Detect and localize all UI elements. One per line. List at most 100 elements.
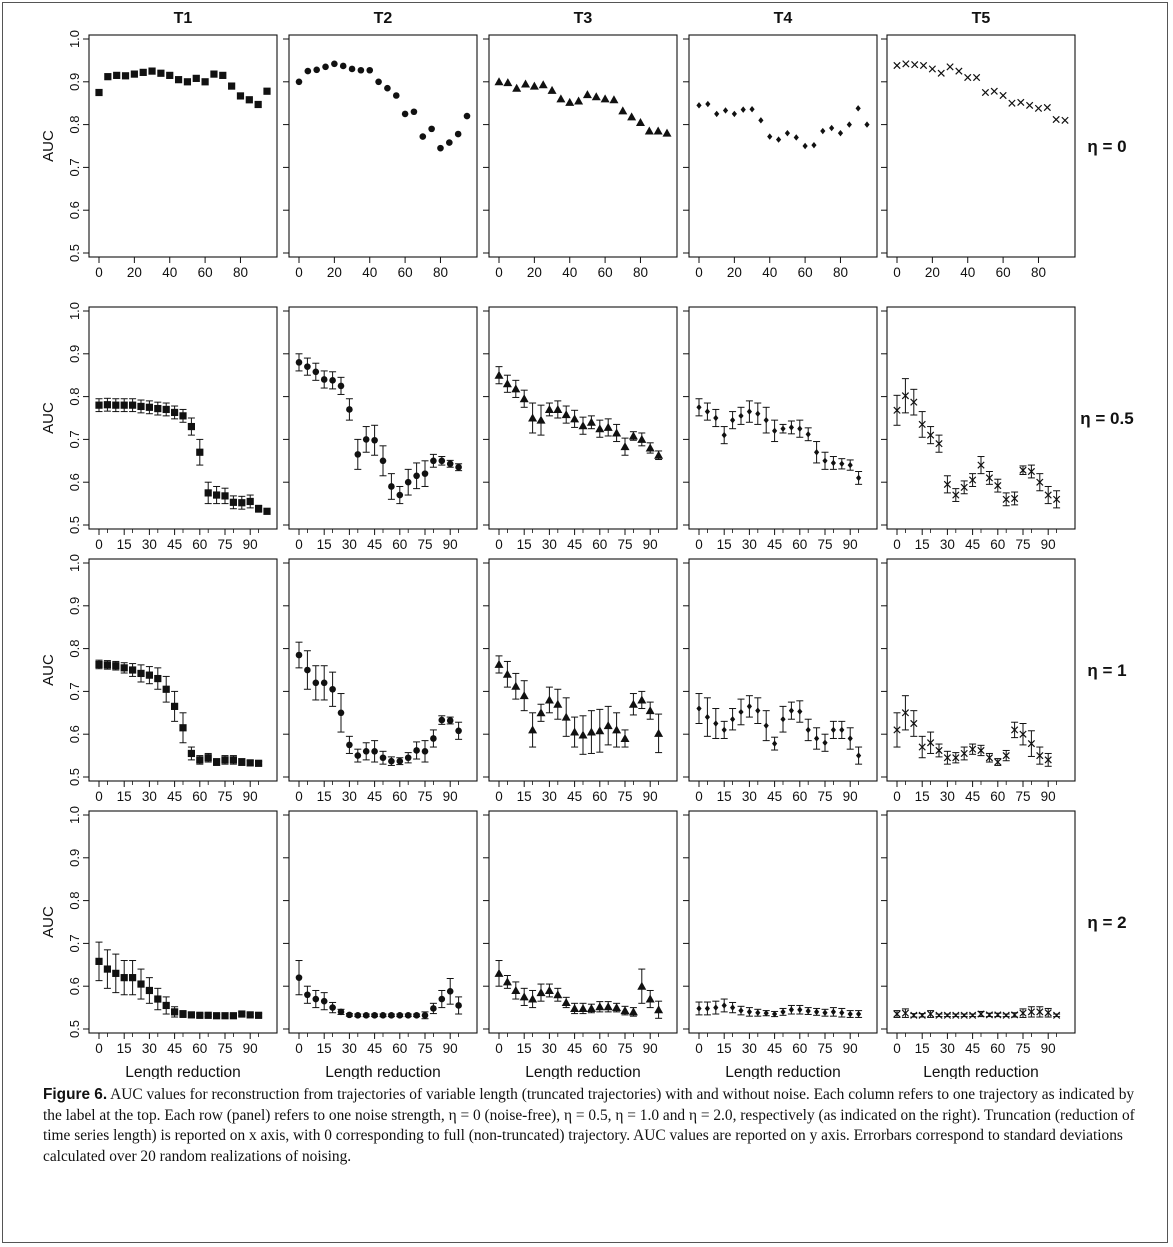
- marker-triangle: [645, 994, 655, 1003]
- caption-label: Figure 6.: [43, 1086, 108, 1103]
- marker-diamond: [839, 460, 845, 467]
- marker-x-stroke: [935, 746, 943, 755]
- marker-x-stroke: [893, 61, 901, 70]
- marker-square: [213, 1012, 221, 1020]
- marker-circle: [388, 483, 395, 490]
- x-tick-label: 90: [643, 537, 658, 552]
- marker-x-stroke: [918, 743, 926, 751]
- marker-triangle: [662, 128, 672, 137]
- x-tick-label: 60: [192, 1041, 207, 1056]
- marker-triangle: [544, 404, 554, 413]
- marker-square: [210, 70, 218, 78]
- marker-circle: [329, 1004, 336, 1011]
- marker-circle: [329, 685, 336, 693]
- marker-x: [977, 746, 985, 755]
- marker-square: [145, 403, 153, 411]
- x-tick-label: 60: [996, 265, 1011, 280]
- marker-square: [171, 1008, 179, 1016]
- marker-square: [95, 88, 103, 97]
- x-tick-label: 90: [243, 537, 258, 552]
- marker-x: [1010, 1011, 1019, 1019]
- marker-x: [926, 431, 935, 439]
- marker-diamond: [772, 1010, 778, 1018]
- marker-x: [1036, 1008, 1044, 1016]
- marker-x: [1002, 751, 1010, 760]
- x-tick-label: 90: [1041, 789, 1056, 804]
- x-axis-label: Length reduction: [125, 1064, 240, 1079]
- marker-triangle: [519, 394, 529, 403]
- marker-diamond: [722, 107, 729, 114]
- marker-x: [1019, 466, 1027, 474]
- marker-triangle: [586, 1003, 596, 1012]
- marker-square: [130, 70, 138, 78]
- marker-diamond: [763, 722, 769, 729]
- x-tick-label: 30: [742, 789, 757, 804]
- marker-square: [137, 980, 145, 988]
- marker-x: [943, 1011, 952, 1019]
- marker-diamond: [805, 1007, 811, 1015]
- marker-x: [1017, 98, 1025, 106]
- marker-triangle: [600, 94, 610, 103]
- marker-circle: [413, 1012, 420, 1019]
- marker-triangle: [536, 415, 546, 424]
- marker-x: [911, 61, 919, 69]
- marker-x-stroke: [1043, 103, 1051, 112]
- marker-square: [137, 402, 145, 411]
- x-tick-label: 75: [217, 537, 232, 552]
- column-title-t1: T1: [174, 10, 193, 27]
- y-tick-label: 0.7: [67, 682, 82, 700]
- marker-triangle: [538, 80, 548, 89]
- caption-text: AUC values for reconstruction from traje…: [43, 1086, 1135, 1165]
- x-tick-label: 30: [542, 789, 557, 804]
- marker-x-stroke: [1010, 1011, 1019, 1019]
- x-tick-label: 45: [965, 537, 980, 552]
- x-tick-label: 40: [162, 265, 177, 280]
- x-tick-label: 30: [940, 1041, 955, 1056]
- x-tick-label: 0: [893, 789, 901, 804]
- marker-diamond: [811, 141, 817, 149]
- y-tick-label: 0.8: [67, 892, 82, 910]
- marker-triangle: [536, 988, 546, 997]
- marker-x-stroke: [977, 461, 985, 469]
- marker-diamond: [696, 102, 702, 109]
- x-tick-label: 90: [643, 1041, 658, 1056]
- marker-diamond: [830, 726, 836, 734]
- x-tick-label: 0: [695, 1041, 703, 1056]
- marker-x: [1061, 116, 1069, 124]
- x-tick-label: 30: [542, 537, 557, 552]
- marker-circle: [388, 1012, 395, 1019]
- marker-x-stroke: [994, 1011, 1002, 1019]
- y-tick-label: 0.5: [67, 244, 82, 262]
- marker-x: [943, 480, 952, 488]
- marker-diamond: [738, 1007, 744, 1014]
- marker-square: [157, 69, 165, 77]
- marker-diamond: [713, 414, 719, 422]
- marker-x: [960, 483, 968, 491]
- marker-square: [129, 666, 137, 674]
- row-label: η = 2: [1087, 913, 1126, 932]
- marker-square: [95, 401, 103, 409]
- plot-panel: [886, 810, 1076, 1034]
- marker-square: [204, 1011, 212, 1019]
- marker-triangle: [609, 95, 619, 104]
- marker-x: [952, 1011, 960, 1019]
- marker-circle: [455, 727, 462, 735]
- x-tick-label: 15: [117, 1041, 132, 1056]
- x-tick-label: 15: [717, 1041, 732, 1056]
- marker-diamond: [784, 129, 791, 137]
- marker-square: [183, 78, 192, 86]
- y-tick-label: 0.9: [67, 849, 82, 867]
- marker-x-stroke: [1002, 495, 1010, 503]
- x-tick-label: 60: [990, 1041, 1005, 1056]
- marker-x: [994, 481, 1002, 490]
- marker-x: [1052, 115, 1060, 124]
- marker-circle: [438, 716, 446, 724]
- marker-square: [154, 674, 162, 683]
- marker-x-stroke: [1044, 756, 1052, 764]
- marker-square: [192, 74, 200, 82]
- y-tick-label: 1.0: [67, 806, 82, 824]
- x-tick-label: 75: [617, 1041, 632, 1056]
- marker-x-stroke: [918, 420, 926, 429]
- marker-x: [918, 1011, 926, 1019]
- marker-square: [154, 995, 162, 1003]
